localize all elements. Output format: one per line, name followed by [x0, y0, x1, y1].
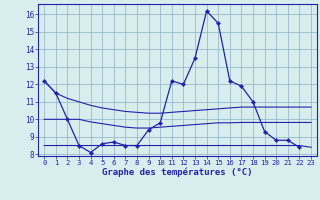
X-axis label: Graphe des températures (°C): Graphe des températures (°C) [102, 168, 253, 177]
